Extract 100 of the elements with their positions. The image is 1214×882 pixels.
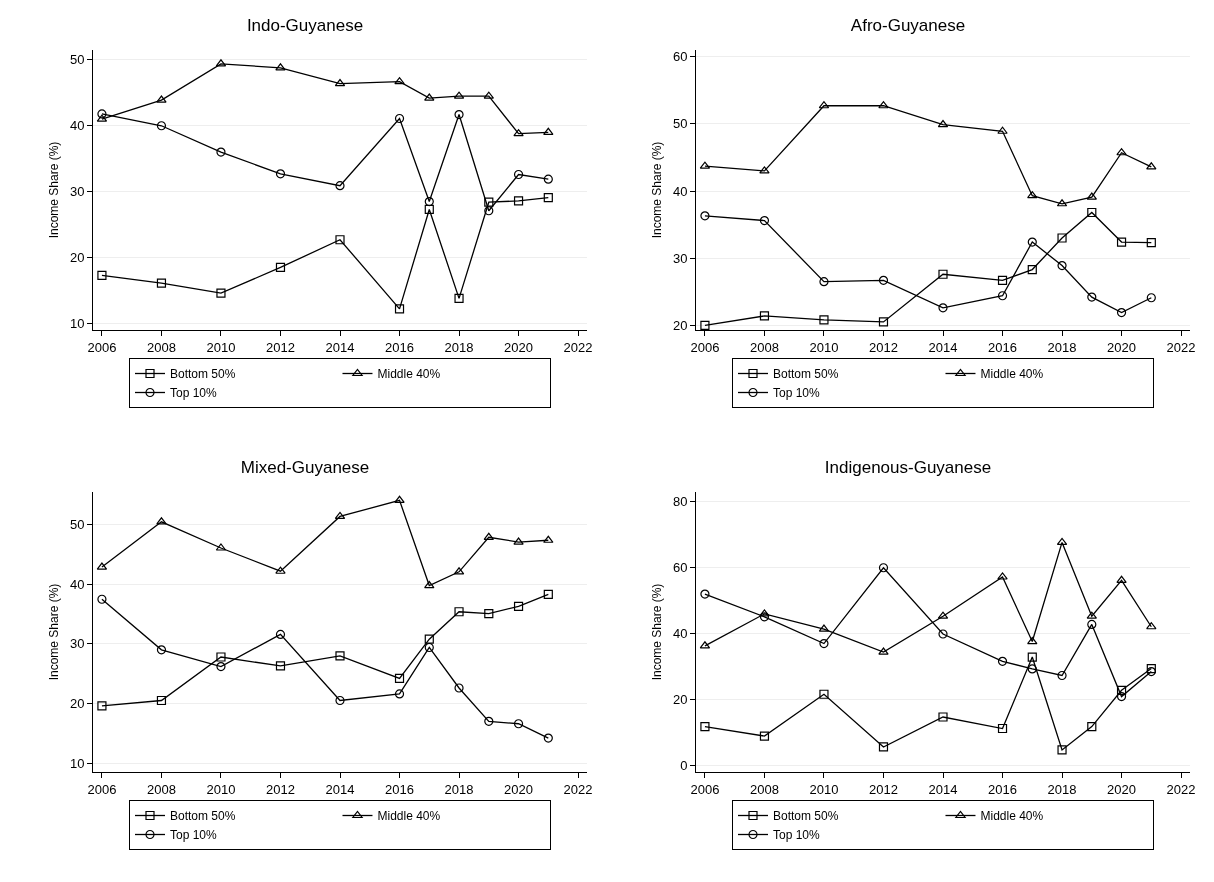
- y-tick-label: 40: [672, 183, 688, 199]
- point: [97, 701, 107, 711]
- y-axis-title: Income Share (%): [650, 141, 665, 239]
- x-tick-label: 2022: [563, 339, 593, 355]
- point: [700, 589, 710, 599]
- point: [878, 317, 889, 327]
- x-tick-label: 2018: [1047, 339, 1077, 355]
- point: [454, 683, 464, 693]
- point: [275, 661, 286, 671]
- point: [394, 495, 405, 503]
- point: [759, 609, 770, 617]
- x-tick-label: 2022: [1166, 339, 1196, 355]
- point: [1146, 238, 1156, 248]
- point: [424, 642, 434, 653]
- x-tick-label: 2020: [504, 339, 534, 355]
- x-tick-label: 2008: [749, 781, 779, 797]
- y-tick-label: 30: [69, 636, 85, 652]
- point: [513, 169, 524, 180]
- point: [1027, 664, 1037, 674]
- point: [156, 121, 167, 131]
- point: [700, 211, 710, 221]
- y-tick-label: 30: [69, 184, 85, 200]
- legend-label: Middle 40%: [377, 809, 441, 824]
- point: [156, 645, 167, 655]
- x-tick-label: 2012: [266, 339, 295, 355]
- point: [275, 169, 286, 179]
- point: [1087, 721, 1097, 732]
- x-tick-label: 2008: [146, 339, 176, 355]
- point: [997, 656, 1008, 666]
- point: [759, 311, 770, 321]
- point: [484, 206, 494, 216]
- x-tick-label: 2018: [1047, 781, 1077, 797]
- point: [275, 262, 286, 273]
- point: [997, 275, 1008, 285]
- point: [454, 109, 464, 120]
- x-tick-label: 2008: [749, 339, 779, 355]
- point: [1087, 292, 1097, 302]
- point: [938, 629, 948, 639]
- point: [1146, 162, 1157, 170]
- point: [513, 601, 524, 611]
- point: [543, 192, 553, 203]
- point: [819, 689, 829, 699]
- point: [1116, 237, 1127, 247]
- point: [543, 127, 554, 135]
- point: [156, 278, 167, 288]
- y-axis-title: Income Share (%): [650, 583, 665, 681]
- y-axis-title: Income Share (%): [47, 583, 62, 681]
- point: [1146, 622, 1157, 630]
- y-tick-label: 60: [672, 560, 688, 576]
- x-tick-label: 2012: [869, 339, 898, 355]
- point: [819, 315, 829, 325]
- y-tick-label: 30: [672, 250, 688, 266]
- point: [513, 719, 524, 729]
- x-tick-label: 2012: [266, 781, 295, 797]
- point: [759, 215, 770, 226]
- point: [156, 695, 167, 706]
- chart-title: Mixed-Guyanese: [240, 457, 370, 477]
- point: [335, 651, 345, 661]
- legend-label: Bottom 50%: [170, 367, 236, 382]
- point: [997, 572, 1008, 580]
- point: [1116, 307, 1127, 318]
- y-tick-label: 40: [69, 576, 85, 592]
- y-tick-label: 10: [69, 755, 85, 771]
- x-tick-label: 2014: [928, 339, 958, 355]
- point: [275, 566, 286, 574]
- chart-title: Indo-Guyanese: [246, 15, 364, 35]
- point: [938, 712, 948, 722]
- point: [937, 119, 949, 128]
- y-tick-label: 50: [69, 517, 85, 533]
- x-tick-label: 2014: [325, 339, 355, 355]
- point: [938, 303, 948, 313]
- point: [1027, 652, 1037, 662]
- point: [216, 661, 226, 672]
- y-tick-label: 50: [672, 116, 688, 132]
- point: [484, 197, 494, 207]
- point: [394, 673, 405, 684]
- x-tick-label: 2006: [690, 339, 720, 355]
- point: [275, 63, 286, 71]
- point: [700, 320, 710, 330]
- point: [1027, 264, 1037, 275]
- x-tick-label: 2018: [444, 339, 474, 355]
- point: [216, 652, 226, 662]
- point: [878, 101, 889, 109]
- legend-label: Middle 40%: [980, 367, 1044, 382]
- point: [275, 629, 286, 639]
- point: [1116, 575, 1127, 583]
- point: [335, 695, 345, 706]
- y-tick-label: 40: [672, 626, 688, 642]
- point: [394, 304, 405, 314]
- x-tick-label: 2016: [988, 781, 1017, 797]
- point: [513, 196, 524, 206]
- x-tick-label: 2018: [444, 781, 474, 797]
- point: [97, 594, 107, 604]
- x-tick-label: 2016: [988, 339, 1017, 355]
- x-tick-label: 2010: [206, 339, 236, 355]
- point: [1116, 148, 1127, 156]
- point: [759, 166, 770, 174]
- point: [759, 612, 770, 622]
- x-tick-label: 2006: [87, 781, 117, 797]
- y-tick-label: 20: [672, 317, 688, 333]
